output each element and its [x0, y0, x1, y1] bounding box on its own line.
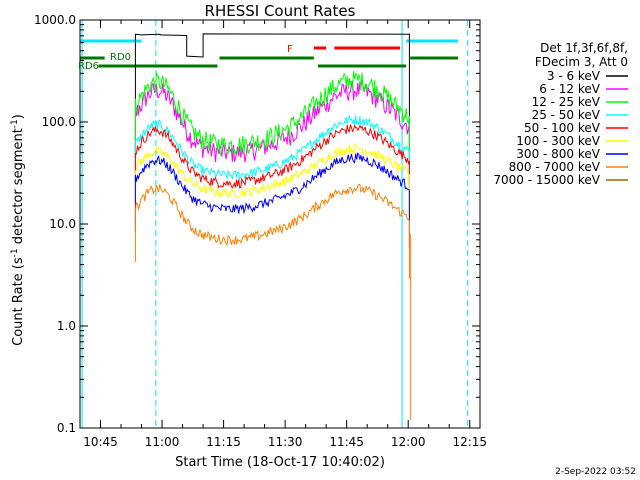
y-axis-label-mid: detector segment [11, 128, 26, 248]
series-6-line [134, 143, 410, 235]
y-tick-label-5: 1000.0 [34, 13, 76, 27]
series-3-line [134, 71, 410, 179]
y-axis: 0.1 1.0 10.0 100.0 1000.0 [34, 13, 480, 435]
x-tick-label-2: 11:00 [145, 435, 180, 449]
legend-entry-9: 7000 - 15000 keV [493, 173, 600, 187]
legend-entry-7: 300 - 800 keV [516, 147, 600, 161]
rd0-label: RD0 [110, 52, 131, 63]
x-tick-label-1: 10:45 [83, 435, 118, 449]
x-tick-label-5: 11:45 [329, 435, 364, 449]
legend-entry-6: 100 - 300 keV [516, 134, 600, 148]
plot-area [80, 20, 469, 428]
series-4-line [134, 114, 410, 213]
x-axis-label: Start Time (18-Oct-17 10:40:02) [175, 455, 385, 470]
legend-entry-3: 12 - 25 keV [532, 95, 601, 109]
y-tick-label-2: 1.0 [57, 319, 76, 333]
series-7-line [134, 152, 410, 248]
y-tick-label-1: 0.1 [57, 421, 76, 435]
legend-header-2: FDecim 3, Att 0 [535, 55, 628, 69]
x-tick-label-6: 12:00 [391, 435, 426, 449]
legend-header-1: Det 1f,3f,6f,8f, [540, 41, 628, 55]
series-1-line [134, 33, 410, 163]
x-tick-label-7: 12:15 [452, 435, 487, 449]
y-axis-label-sup1: -1 [10, 248, 20, 257]
legend-entry-5: 50 - 100 keV [524, 121, 601, 135]
y-axis-label: Count Rate (s-1 detector segment-1) [10, 114, 26, 346]
x-tick-label-4: 11:30 [268, 435, 303, 449]
legend-entry-8: 800 - 7000 keV [509, 160, 601, 174]
rd6-label: RD6 [78, 61, 99, 72]
y-tick-label-3: 10.0 [49, 217, 76, 231]
legend: Det 1f,3f,6f,8f, FDecim 3, Att 0 3 - 6 k… [493, 41, 628, 187]
x-tick-label-3: 11:15 [206, 435, 241, 449]
y-axis-label-end: ) [11, 114, 26, 119]
series-5-line [134, 124, 410, 222]
x-axis: 10:45 11:00 11:15 11:30 11:45 12:00 12:15 [83, 20, 487, 449]
flare-label: F [287, 44, 293, 55]
y-axis-label-main: Count Rate (s [11, 257, 26, 346]
y-axis-label-sup2: -1 [10, 119, 20, 128]
series-8-line [134, 183, 410, 279]
chart-title: RHESSI Count Rates [205, 2, 356, 20]
y-tick-label-4: 100.0 [42, 115, 76, 129]
legend-entry-1: 3 - 6 keV [547, 69, 601, 83]
legend-entry-4: 25 - 50 keV [532, 108, 601, 122]
legend-entry-2: 6 - 12 keV [539, 82, 601, 96]
footer-date: 2-Sep-2022 03:52 [555, 467, 636, 477]
